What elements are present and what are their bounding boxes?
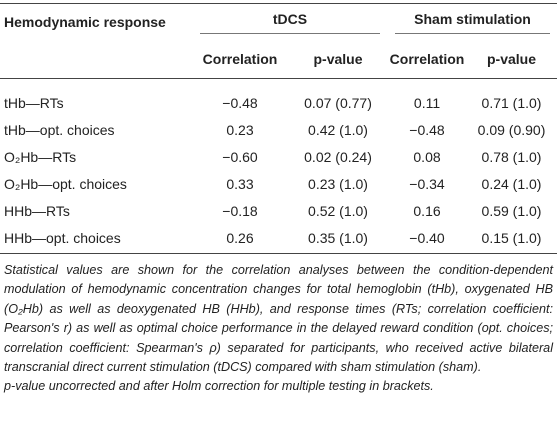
cell: −0.18 <box>222 202 258 219</box>
note-paragraph: Statistical values are shown for the cor… <box>4 263 553 375</box>
table-row: HHb—RTs −0.18 0.52 (1.0) 0.16 0.59 (1.0) <box>0 197 557 224</box>
column-header: Correlation <box>388 40 467 79</box>
row-label: HHb—opt. choices <box>0 224 192 254</box>
row-label: O₂Hb—opt. choices <box>4 175 127 192</box>
cell: −0.60 <box>222 148 258 165</box>
row-label: HHb—RTs <box>4 202 70 219</box>
group-label: Sham stimulation <box>394 11 551 34</box>
cell: 0.71 (1.0) <box>481 94 542 111</box>
cell: 0.02 (0.24) <box>304 148 372 165</box>
cell: 0.33 <box>226 175 254 192</box>
page: Hemodynamic response tDCS Sham stimulati… <box>0 3 557 428</box>
column-header: Correlation <box>192 40 288 79</box>
data-table: Hemodynamic response tDCS Sham stimulati… <box>0 3 557 254</box>
cell: 0.15 (1.0) <box>466 224 557 254</box>
cell: 0.23 (1.0) <box>308 175 368 192</box>
group-header: tDCS <box>192 3 389 40</box>
table-body: tHb—RTs −0.48 0.07 (0.77) 0.11 0.71 (1.0) tHb… <box>0 79 557 254</box>
cell: −0.34 <box>409 175 445 192</box>
group-label: tDCS <box>199 11 381 34</box>
row-label: tHb—opt. choices <box>4 121 115 138</box>
table-note: Statistical values are shown for the cor… <box>0 254 557 397</box>
cell: 0.52 (1.0) <box>308 202 368 219</box>
table-row: tHb—opt. choices 0.23 0.42 (1.0) −0.48 0.09 … <box>0 116 557 143</box>
column-header: p-value <box>288 40 389 79</box>
group-header: Sham stimulation <box>388 3 557 40</box>
cell: 0.16 <box>413 202 441 219</box>
cell: 0.08 <box>413 148 441 165</box>
cell: 0.11 <box>413 94 441 111</box>
cell: −0.48 <box>222 94 258 111</box>
cell: 0.09 (0.90) <box>477 121 546 138</box>
header-label: Hemodynamic response <box>0 3 192 40</box>
cell: 0.35 (1.0) <box>288 224 389 254</box>
cell: −0.48 <box>409 121 445 138</box>
cell: −0.40 <box>388 224 467 254</box>
table-row: HHb—opt. choices 0.26 0.35 (1.0) −0.40 0.15 … <box>0 224 557 254</box>
table-row: tHb—RTs −0.48 0.07 (0.77) 0.11 0.71 (1.0) <box>0 79 557 117</box>
cell: 0.07 (0.77) <box>304 94 372 111</box>
cell: 0.59 (1.0) <box>481 202 542 219</box>
note-paragraph: p-value uncorrected and after Holm corre… <box>4 379 434 394</box>
table-header: Hemodynamic response tDCS Sham stimulati… <box>0 3 557 79</box>
empty-cell <box>0 40 192 79</box>
column-header: p-value <box>466 40 557 79</box>
cell: 0.24 (1.0) <box>481 175 542 192</box>
cell: 0.26 <box>192 224 288 254</box>
row-label: O₂Hb—RTs <box>4 148 77 165</box>
row-label: tHb—RTs <box>4 94 64 111</box>
table-row: O₂Hb—RTs −0.60 0.02 (0.24) 0.08 0.78 (1.0) <box>0 143 557 170</box>
table-row: O₂Hb—opt. choices 0.33 0.23 (1.0) −0.34 0.24… <box>0 170 557 197</box>
cell: 0.78 (1.0) <box>481 148 542 165</box>
cell: 0.42 (1.0) <box>308 121 368 138</box>
cell: 0.23 <box>226 121 254 138</box>
